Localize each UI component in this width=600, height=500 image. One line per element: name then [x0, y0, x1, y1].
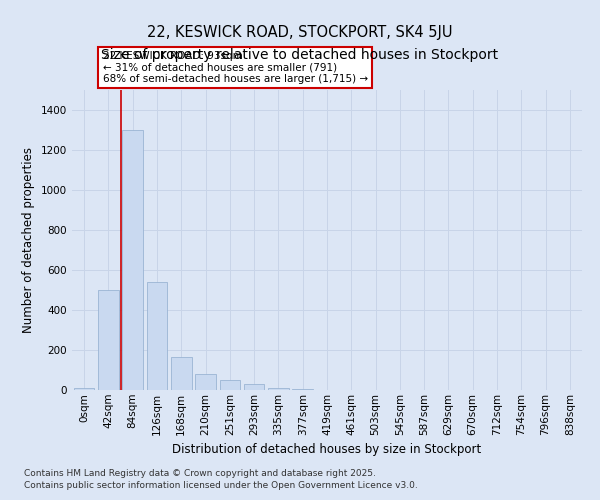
Text: 22, KESWICK ROAD, STOCKPORT, SK4 5JU: 22, KESWICK ROAD, STOCKPORT, SK4 5JU — [147, 25, 453, 40]
Text: Contains HM Land Registry data © Crown copyright and database right 2025.
Contai: Contains HM Land Registry data © Crown c… — [24, 468, 418, 490]
Bar — [74, 388, 94, 390]
Text: Size of property relative to detached houses in Stockport: Size of property relative to detached ho… — [101, 48, 499, 62]
X-axis label: Distribution of detached houses by size in Stockport: Distribution of detached houses by size … — [172, 443, 482, 456]
Bar — [220, 380, 240, 390]
Text: 22 KESWICK ROAD: 93sqm
← 31% of detached houses are smaller (791)
68% of semi-de: 22 KESWICK ROAD: 93sqm ← 31% of detached… — [103, 51, 368, 84]
Bar — [171, 357, 191, 390]
Bar — [244, 384, 265, 390]
Bar — [122, 130, 143, 390]
Bar — [146, 282, 167, 390]
Bar — [98, 290, 119, 390]
Bar — [195, 374, 216, 390]
Bar — [268, 388, 289, 390]
Y-axis label: Number of detached properties: Number of detached properties — [22, 147, 35, 333]
